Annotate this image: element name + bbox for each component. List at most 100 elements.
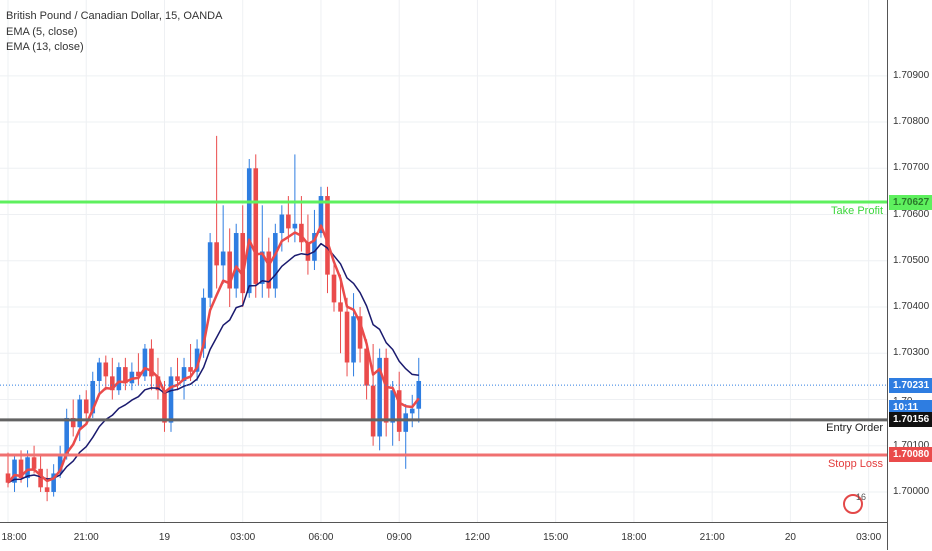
candle-body (214, 242, 219, 266)
take-profit-label[interactable]: Take Profit (831, 205, 883, 218)
bar-countdown-tag: 10:11 (889, 400, 932, 416)
ema13-legend[interactable]: EMA (13, close) (6, 41, 84, 53)
candle-body (253, 168, 259, 284)
logo-badge: 16 (856, 492, 867, 502)
tradingview-logo-icon[interactable] (843, 494, 863, 514)
candle-body (38, 468, 43, 488)
candle-body (357, 316, 363, 349)
candle-body (18, 459, 24, 479)
time-axis[interactable]: 18:00 21:00 19 03:00 06:00 09:00 12:00 15:00 18:… (0, 522, 887, 551)
candle-body (136, 371, 141, 377)
candle-body (220, 251, 226, 266)
candle-body (155, 376, 161, 391)
candle-body (383, 357, 389, 423)
candle-body (227, 251, 232, 289)
time-axis-label: 18:00 (1, 532, 27, 543)
price-axis-label: 1.70000 (893, 485, 930, 497)
chart-pane[interactable]: British Pound / Canadian Dollar, 15, OAN… (0, 0, 887, 522)
ema5-line (7, 224, 420, 484)
price-axis-label: 1.70300 (893, 347, 930, 359)
time-axis-label: 15:00 (543, 532, 569, 543)
candle-body (207, 242, 213, 298)
candle-body (344, 311, 350, 363)
candle-body (390, 390, 395, 423)
time-axis-label: 03:00 (856, 532, 882, 543)
time-axis-label: 06:00 (308, 532, 334, 543)
candle-body (312, 233, 317, 261)
candle-body (123, 367, 128, 384)
ema5-legend[interactable]: EMA (5, close) (6, 25, 78, 38)
candle-body (273, 233, 278, 289)
candle-body (409, 408, 415, 414)
candle-body (142, 348, 148, 377)
candle-body (259, 251, 265, 284)
stop-loss-price-tag: 1.70080 (889, 447, 932, 463)
time-axis-label: 21:00 (73, 532, 99, 543)
time-axis-label: 09:00 (386, 532, 412, 543)
candle-body (64, 417, 69, 455)
candle-body (364, 348, 369, 386)
candle-body (162, 390, 167, 423)
candle-body (70, 417, 76, 428)
time-axis-label: 18:00 (621, 532, 647, 543)
chart-legend: British Pound / Canadian Dollar, 15, OAN… (6, 9, 222, 56)
price-axis[interactable]: 1.70900 1.70800 1.70700 1.70600 1.70500 1.704… (887, 0, 932, 550)
time-axis-label: 03:00 (230, 532, 256, 543)
candle-body (149, 348, 154, 377)
price-axis-label: 1.70400 (893, 301, 930, 312)
candle-body (110, 376, 115, 391)
candle-body (103, 362, 109, 377)
stop-loss-label[interactable]: Stopp Loss (827, 457, 883, 470)
chart-canvas[interactable] (0, 0, 887, 522)
candle-body (266, 251, 272, 289)
candle-body (57, 454, 63, 474)
candle-body (240, 233, 246, 294)
candle-body (201, 297, 206, 349)
candle-body (292, 223, 298, 229)
candle-body (25, 457, 30, 479)
candle-body (12, 459, 17, 483)
entry-order-label[interactable]: Entry Order (826, 421, 883, 434)
candle-body (44, 487, 50, 492)
entry-price-tag: 1.70156 (889, 412, 932, 428)
time-axis-label: 12:00 (464, 532, 490, 543)
ema13-line (7, 242, 419, 484)
price-axis-label: 1.70600 (893, 208, 930, 220)
candle-body (305, 242, 311, 261)
candle-body (331, 274, 337, 303)
price-axis-label: 1.70100 (893, 439, 930, 451)
price-axis-label: 1.70500 (893, 254, 930, 266)
candle-body (246, 168, 252, 294)
candle-body (188, 367, 193, 372)
price-levels (0, 200, 887, 457)
candle-body (338, 302, 343, 312)
candle-body (51, 473, 56, 492)
time-axis-label: 21:00 (699, 532, 725, 543)
candle-body (116, 367, 122, 391)
candle-body (325, 196, 330, 275)
time-axis-label: 19 (158, 532, 171, 543)
candle-body (279, 214, 285, 234)
candle-body (194, 348, 200, 372)
time-axis-label: 20 (784, 532, 796, 543)
candle-body (370, 385, 376, 437)
candle-body (233, 233, 239, 289)
candle-body (396, 390, 402, 432)
candle-body (286, 214, 291, 229)
price-axis-label: 1.70700 (893, 162, 930, 174)
candle-body (416, 380, 422, 409)
current-price-tag: 1.70231 (889, 377, 932, 393)
take-profit-price-tag: 1.70627 (889, 194, 932, 210)
candle-body (318, 196, 324, 234)
candle-body (168, 376, 174, 423)
candle-body (351, 316, 356, 363)
candle-body (96, 362, 102, 381)
symbol-title[interactable]: British Pound / Canadian Dollar, 15, OAN… (6, 10, 223, 22)
candle-body (299, 223, 304, 243)
candle-body (175, 376, 180, 381)
ema-lines (7, 224, 420, 484)
candle-body (181, 367, 187, 381)
candle-body (31, 457, 37, 469)
candle-body (5, 473, 11, 483)
candle-body (377, 357, 382, 437)
